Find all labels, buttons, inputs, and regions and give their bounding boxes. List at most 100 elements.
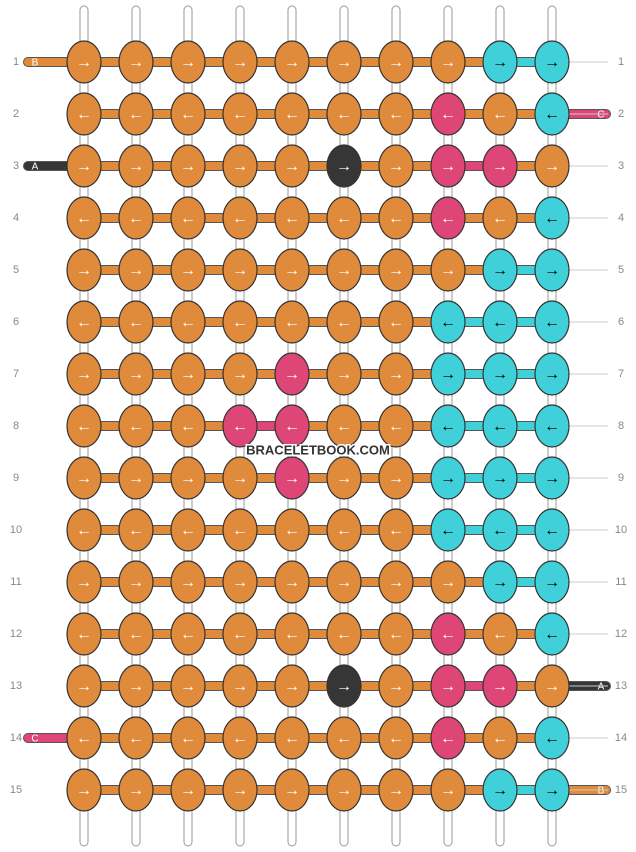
knot: [222, 768, 258, 812]
knot: [430, 560, 466, 604]
knot: [274, 352, 310, 396]
knot: [118, 144, 154, 188]
knot-arrow: ←: [492, 626, 508, 643]
row-label: 2: [13, 108, 19, 120]
knot-arrow: →: [440, 366, 456, 383]
knot: [274, 560, 310, 604]
knot-arrow: ←: [232, 730, 248, 747]
knot-arrow: →: [284, 54, 300, 71]
knot: [326, 40, 362, 84]
knot-arrow: →: [128, 574, 144, 591]
row-label: 11: [615, 576, 626, 588]
knot: [66, 92, 102, 136]
strand-label: C: [31, 734, 38, 745]
knot: [534, 40, 570, 84]
knot-arrow: →: [492, 574, 508, 591]
knot: [430, 144, 466, 188]
knot-arrow: →: [336, 158, 352, 175]
knot: [482, 716, 518, 760]
knot: [170, 92, 206, 136]
knot: [378, 560, 414, 604]
knot: [170, 300, 206, 344]
knot-arrow: →: [128, 782, 144, 799]
knot-arrow: →: [128, 54, 144, 71]
knot-arrow: ←: [284, 730, 300, 747]
knot-arrow: →: [492, 470, 508, 487]
knot-arrow: ←: [180, 626, 196, 643]
knot: [482, 92, 518, 136]
knot-arrow: →: [440, 574, 456, 591]
knot: [222, 508, 258, 552]
knot: [222, 664, 258, 708]
row-label: 2: [618, 108, 624, 120]
knot: [170, 144, 206, 188]
knot: [170, 404, 206, 448]
knot-arrow: →: [180, 54, 196, 71]
knot-arrow: ←: [180, 522, 196, 539]
knot-arrow: →: [284, 678, 300, 695]
knot: [482, 248, 518, 292]
knot: [66, 768, 102, 812]
knot-arrow: →: [336, 470, 352, 487]
knot: [118, 716, 154, 760]
knot: [66, 300, 102, 344]
row-label: 14: [615, 732, 627, 744]
knot-arrow: ←: [336, 106, 352, 123]
knot-arrow: →: [388, 54, 404, 71]
knot: [222, 300, 258, 344]
knot: [170, 612, 206, 656]
knot-arrow: ←: [76, 314, 92, 331]
strand-label: B: [32, 58, 39, 69]
knot: [378, 300, 414, 344]
knot: [378, 196, 414, 240]
knot-arrow: →: [492, 262, 508, 279]
knot-arrow: ←: [544, 210, 560, 227]
knot-arrow: ←: [388, 106, 404, 123]
knot-arrow: ←: [388, 626, 404, 643]
knot: [66, 404, 102, 448]
row-label: 4: [13, 212, 19, 224]
knot: [534, 300, 570, 344]
knot-arrow: ←: [440, 522, 456, 539]
knot: [378, 144, 414, 188]
knot-arrow: →: [544, 678, 560, 695]
row-label: 9: [618, 472, 624, 484]
knot-arrow: →: [336, 678, 352, 695]
knot: [482, 612, 518, 656]
knot: [326, 716, 362, 760]
knot-arrow: →: [492, 54, 508, 71]
knot: [118, 664, 154, 708]
knot-arrow: ←: [76, 210, 92, 227]
knot-arrow: ←: [544, 314, 560, 331]
knot: [326, 92, 362, 136]
knot-arrow: ←: [232, 522, 248, 539]
knot-arrow: →: [336, 366, 352, 383]
knot: [430, 768, 466, 812]
knot: [534, 612, 570, 656]
knot-arrow: →: [180, 366, 196, 383]
knot-arrow: ←: [128, 314, 144, 331]
row-label: 14: [10, 732, 22, 744]
knot: [274, 664, 310, 708]
row-label: 9: [13, 472, 19, 484]
knot-arrow: ←: [232, 106, 248, 123]
knot: [326, 456, 362, 500]
knot-arrow: →: [492, 158, 508, 175]
row-label: 15: [615, 784, 627, 796]
knot-arrow: ←: [544, 106, 560, 123]
knot: [66, 144, 102, 188]
row-label: 12: [615, 628, 627, 640]
knot: [170, 560, 206, 604]
knot: [482, 300, 518, 344]
knot: [534, 352, 570, 396]
knot-arrow: →: [76, 782, 92, 799]
knot-arrow: →: [180, 574, 196, 591]
strand-label: C: [597, 110, 604, 121]
knot-arrow: →: [544, 158, 560, 175]
knot: [378, 92, 414, 136]
knot-arrow: →: [336, 782, 352, 799]
knot: [482, 508, 518, 552]
watermark: BRACELETBOOK.COM: [246, 442, 390, 457]
knot-arrow: →: [388, 158, 404, 175]
knot-arrow: ←: [492, 522, 508, 539]
